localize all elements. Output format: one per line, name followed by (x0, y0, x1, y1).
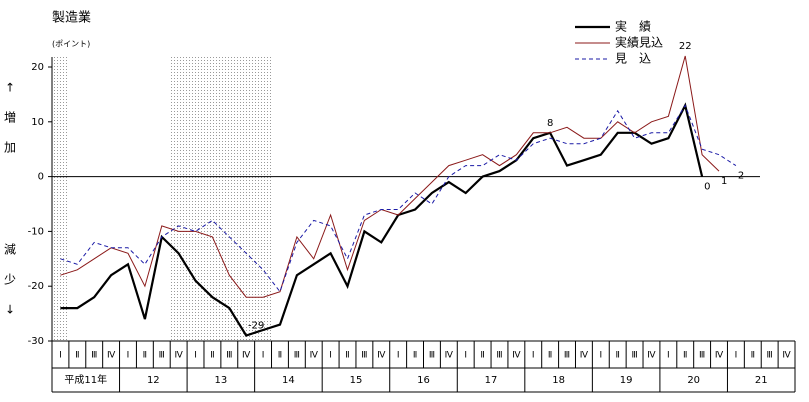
x-tick-label: Ⅰ (667, 351, 670, 361)
x-tick-label: Ⅳ (445, 351, 454, 361)
year-label: 19 (620, 375, 633, 386)
value-label: 8 (547, 118, 553, 129)
year-label: 17 (485, 375, 498, 386)
x-tick-label: Ⅲ (294, 351, 300, 361)
x-tick-label: Ⅰ (599, 351, 602, 361)
shaded-period (52, 57, 69, 341)
x-tick-label: Ⅲ (631, 351, 637, 361)
x-tick-label: Ⅱ (615, 351, 619, 361)
year-label: 13 (214, 375, 227, 386)
value-label: -29 (248, 321, 264, 332)
year-label: 15 (350, 375, 363, 386)
x-tick-label: Ⅱ (751, 351, 755, 361)
x-tick-label: Ⅳ (715, 351, 724, 361)
x-tick-label: Ⅲ (91, 351, 97, 361)
y-label-decrease: 減 (4, 242, 16, 257)
x-tick-label: Ⅲ (699, 351, 705, 361)
x-tick-label: Ⅲ (361, 351, 367, 361)
value-label: 0 (704, 182, 710, 193)
series-line (60, 102, 704, 337)
legend-label: 見 込 (615, 52, 651, 66)
x-tick-label: Ⅱ (683, 351, 687, 361)
x-tick-label: Ⅰ (194, 351, 197, 361)
x-tick-label: Ⅰ (464, 351, 467, 361)
x-tick-label: Ⅳ (107, 351, 116, 361)
x-tick-label: Ⅱ (210, 351, 214, 361)
unit-label: (ポイント) (52, 40, 90, 49)
legend-label: 実績見込 (615, 35, 663, 50)
y-label-increase: 加 (4, 141, 16, 155)
x-tick-label: Ⅳ (310, 351, 319, 361)
x-tick-label: Ⅱ (345, 351, 349, 361)
value-label: 1 (721, 176, 727, 187)
x-tick-label: Ⅱ (75, 351, 79, 361)
x-tick-label: Ⅱ (278, 351, 282, 361)
year-label: 18 (552, 375, 565, 386)
x-tick-label: Ⅳ (377, 351, 386, 361)
x-tick-label: Ⅰ (329, 351, 332, 361)
x-tick-label: Ⅳ (580, 351, 589, 361)
y-tick-label: 0 (38, 172, 44, 183)
series-line (60, 55, 720, 298)
year-label: 21 (755, 375, 768, 386)
legend-label: 実 績 (615, 19, 651, 34)
x-tick-label: Ⅱ (480, 351, 484, 361)
x-tick-label: Ⅰ (127, 351, 130, 361)
x-tick-label: Ⅲ (564, 351, 570, 361)
y-tick-label: 10 (31, 117, 44, 128)
y-tick-label: -30 (28, 336, 44, 347)
x-tick-label: Ⅲ (496, 351, 502, 361)
x-tick-label: Ⅲ (159, 351, 165, 361)
x-tick-label: Ⅰ (59, 351, 62, 361)
x-tick-label: Ⅱ (413, 351, 417, 361)
x-tick-label: Ⅰ (735, 351, 738, 361)
y-label-decrease: 少 (4, 273, 16, 287)
value-label: 2 (738, 171, 744, 182)
x-tick-label: Ⅰ (532, 351, 535, 361)
x-tick-label: Ⅳ (242, 351, 251, 361)
y-label-increase: ↑ (5, 81, 15, 95)
x-tick-label: Ⅳ (647, 351, 656, 361)
x-tick-label: Ⅱ (143, 351, 147, 361)
x-tick-label: Ⅱ (548, 351, 552, 361)
x-tick-label: Ⅰ (397, 351, 400, 361)
y-tick-label: -10 (28, 226, 44, 237)
x-tick-label: Ⅳ (174, 351, 183, 361)
year-label: 12 (147, 375, 160, 386)
x-tick-label: Ⅰ (262, 351, 265, 361)
x-tick-label: Ⅲ (767, 351, 773, 361)
year-label: 20 (687, 375, 700, 386)
x-tick-label: Ⅳ (512, 351, 521, 361)
y-tick-label: 20 (31, 62, 44, 73)
y-label-increase: 増 (4, 111, 16, 125)
x-tick-label: Ⅲ (226, 351, 232, 361)
year-label: 16 (417, 375, 430, 386)
year-label: 14 (282, 375, 295, 386)
x-tick-label: Ⅳ (782, 351, 791, 361)
y-tick-label: -20 (28, 281, 44, 292)
series-line (60, 104, 737, 293)
value-label: 22 (679, 41, 692, 52)
shaded-period (170, 57, 272, 341)
year-label: 平成11年 (64, 373, 107, 386)
y-label-decrease: ↓ (5, 303, 15, 317)
x-tick-label: Ⅲ (429, 351, 435, 361)
chart-title: 製造業 (52, 10, 91, 26)
